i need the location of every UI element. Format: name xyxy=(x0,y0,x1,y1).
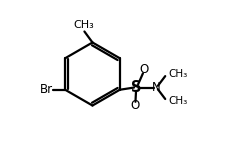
Text: CH₃: CH₃ xyxy=(168,69,187,79)
Text: CH₃: CH₃ xyxy=(168,96,187,107)
Text: Br: Br xyxy=(39,83,52,96)
Text: CH₃: CH₃ xyxy=(73,20,94,30)
Text: O: O xyxy=(130,99,139,112)
Text: N: N xyxy=(151,81,160,94)
Text: S: S xyxy=(131,80,141,95)
Text: O: O xyxy=(138,63,148,76)
